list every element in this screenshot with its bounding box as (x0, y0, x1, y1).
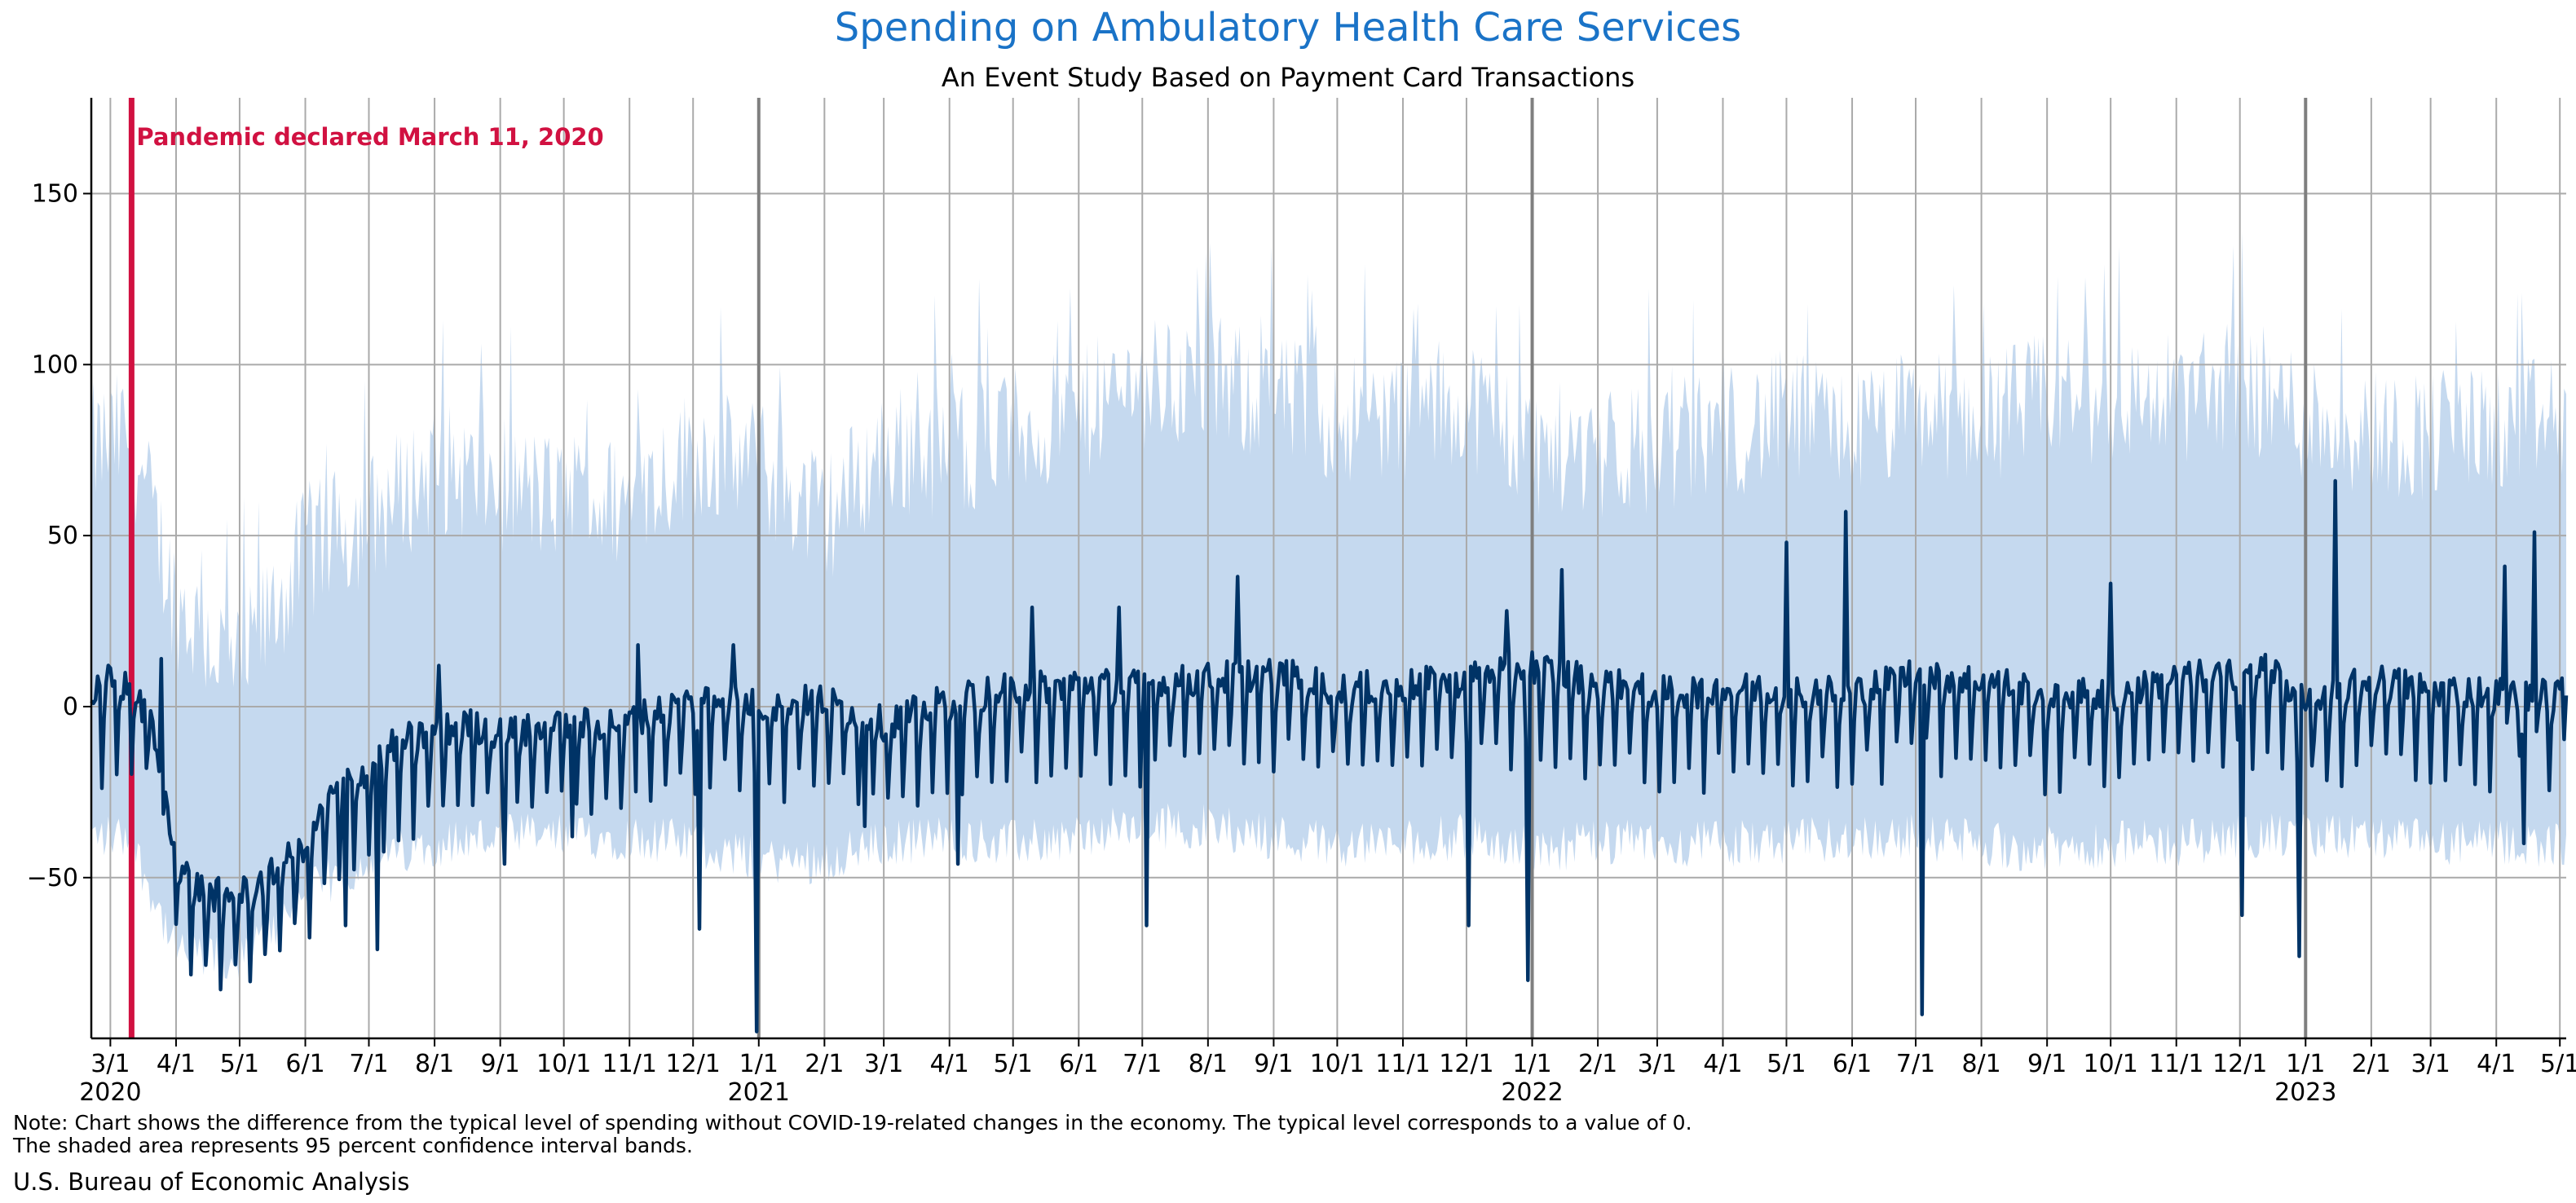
x-tick-label: 5/1 (220, 1050, 259, 1078)
chart-title: Spending on Ambulatory Health Care Servi… (835, 5, 1741, 51)
x-tick-label: 6/1 (1059, 1050, 1098, 1078)
y-tick-label: 0 (63, 693, 78, 721)
tick-labels-layer: −50 0 50 100 150 3/1 4/1 5/1 6/1 7/1 8/1 9/1 10/1 11/… (27, 179, 2576, 1107)
x-tick-label: 5/1 (994, 1050, 1033, 1078)
x-tick-label: 7/1 (349, 1050, 388, 1078)
annotation-layer: Pandemic declared March 11, 2020 (128, 98, 604, 1038)
x-tick-label: 3/1 (90, 1050, 130, 1078)
x-tick-label: 12/1 (666, 1050, 721, 1078)
x-tick-label: 11/1 (2149, 1050, 2203, 1078)
x-tick-label: 11/1 (1375, 1050, 1430, 1078)
x-tick-label: 4/1 (2477, 1050, 2516, 1078)
confidence-band-layer (91, 231, 2566, 985)
x-tick-label: 12/1 (1439, 1050, 1493, 1078)
x-tick-label: 10/1 (1310, 1050, 1365, 1078)
year-label: 2022 (1501, 1078, 1563, 1107)
year-label: 2021 (728, 1078, 790, 1107)
x-tick-label: 8/1 (1961, 1050, 2000, 1078)
series-line-layer (90, 478, 2569, 1033)
x-tick-label: 3/1 (1638, 1050, 1677, 1078)
note-line-2: The shaded area represents 95 percent co… (12, 1134, 693, 1157)
x-tick-label: 4/1 (157, 1050, 196, 1078)
x-tick-label: 9/1 (2027, 1050, 2067, 1078)
x-tick-label: 9/1 (1254, 1050, 1293, 1078)
x-tick-label: 4/1 (1703, 1050, 1742, 1078)
y-tick-label: 150 (32, 179, 78, 208)
x-tick-label: 7/1 (1123, 1050, 1162, 1078)
confidence-band (91, 231, 2566, 985)
axes-layer (83, 98, 2566, 1047)
x-tick-label: 4/1 (930, 1050, 969, 1078)
year-label: 2020 (79, 1078, 141, 1107)
pandemic-annotation: Pandemic declared March 11, 2020 (136, 123, 603, 151)
x-tick-label: 6/1 (285, 1050, 324, 1078)
x-tick-label: 2/1 (1578, 1050, 1617, 1078)
x-tick-label: 1/1 (1512, 1050, 1551, 1078)
x-tick-label: 12/1 (2212, 1050, 2267, 1078)
x-tick-label: 5/1 (1767, 1050, 1806, 1078)
x-tick-label: 3/1 (2411, 1050, 2450, 1078)
x-tick-label: 1/1 (739, 1050, 779, 1078)
x-tick-label: 7/1 (1896, 1050, 1935, 1078)
x-tick-label: 2/1 (805, 1050, 844, 1078)
source-label: U.S. Bureau of Economic Analysis (13, 1168, 409, 1196)
x-tick-label: 2/1 (2352, 1050, 2391, 1078)
y-tick-label: 100 (32, 350, 78, 379)
x-tick-label: 9/1 (481, 1050, 520, 1078)
series-line (90, 478, 2569, 1033)
y-tick-label: −50 (27, 864, 78, 892)
x-tick-label: 3/1 (864, 1050, 903, 1078)
x-tick-label: 11/1 (602, 1050, 657, 1078)
year-label: 2023 (2274, 1078, 2336, 1107)
x-tick-label: 10/1 (536, 1050, 591, 1078)
x-tick-label: 1/1 (2286, 1050, 2325, 1078)
x-tick-label: 8/1 (415, 1050, 454, 1078)
x-tick-label: 8/1 (1189, 1050, 1228, 1078)
x-tick-label: 5/1 (2540, 1050, 2576, 1078)
chart-subtitle: An Event Study Based on Payment Card Tra… (942, 62, 1634, 93)
note-line-1: Note: Chart shows the difference from th… (13, 1111, 1692, 1135)
x-tick-label: 10/1 (2083, 1050, 2137, 1078)
y-tick-label: 50 (47, 522, 78, 550)
x-tick-label: 6/1 (1833, 1050, 1872, 1078)
